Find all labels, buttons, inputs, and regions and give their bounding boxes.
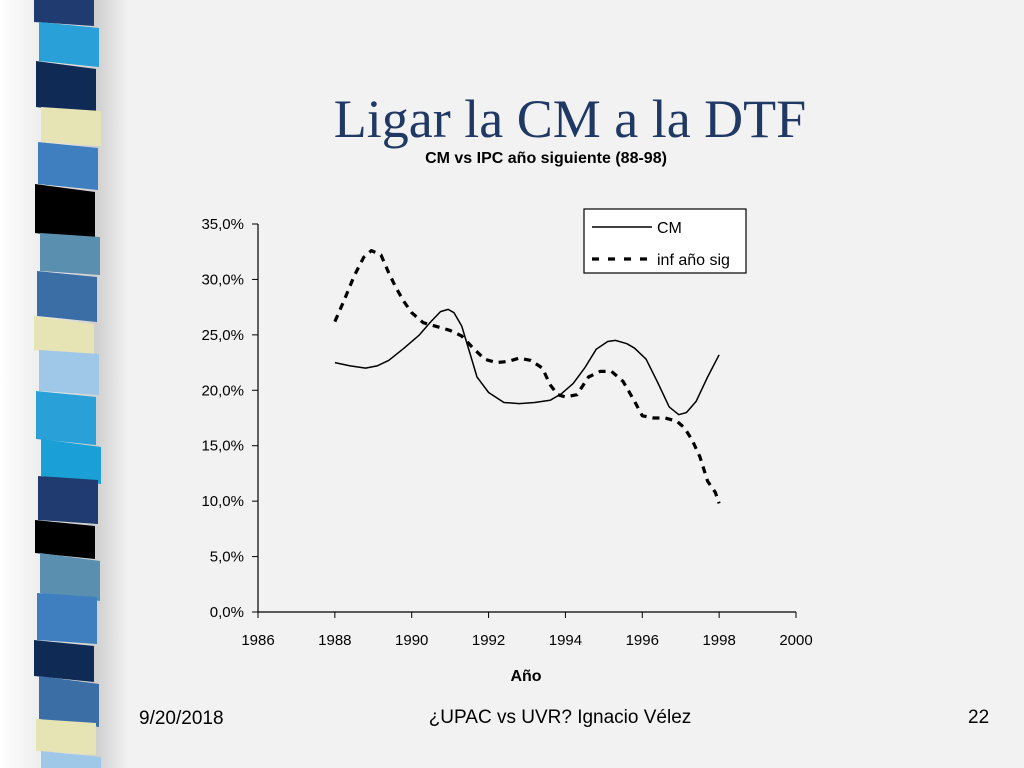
banner-block [41,751,101,768]
x-axis-label: Año [510,668,541,685]
footer-text: ¿UPAC vs UVR? Ignacio Vélez [428,707,692,728]
y-tick-label: 10,0% [201,493,244,510]
banner-block [41,107,101,146]
banner-block [34,316,94,358]
y-tick-label: 30,0% [201,271,244,288]
chart-axes: 0,0% 5,0% 10,0% 15,0% 20,0% 25,0% 30,0% 35,0% 19… [201,216,812,649]
series-line-cm [334,308,720,416]
chart-title: CM vs IPC año siguiente (88-98) [425,150,667,167]
banner-block [39,350,99,395]
banner-block [37,593,97,644]
banner-block [35,184,95,241]
chart-series [333,249,721,504]
banner-block [40,233,100,275]
banner-block [41,439,101,484]
series-line-inf-año-sig [333,249,721,504]
banner-block [37,271,97,322]
chart-legend: CM inf año sig [583,208,747,274]
y-tick-label: 35,0% [201,216,244,233]
y-tick-label: 20,0% [201,382,244,399]
x-tick-label: 1996 [626,632,659,649]
legend-box [583,208,747,274]
legend-label: inf año sig [657,252,730,269]
banner-block [38,142,98,190]
y-tick-label: 0,0% [210,604,244,621]
banner-block [39,676,99,727]
banner-block [34,0,94,26]
x-tick-label: 1988 [318,632,351,649]
y-tick-label: 5,0% [210,549,244,566]
x-tick-label: 1992 [472,632,505,649]
banner-block [39,22,99,67]
banner-block [36,61,96,115]
banner-block [36,391,96,445]
y-tick-label: 25,0% [201,327,244,344]
y-tick-label: 15,0% [201,438,244,455]
banner-block [40,553,100,601]
page-number: 22 [968,707,990,728]
x-tick-label: 1986 [241,632,274,649]
x-tick-label: 1994 [549,632,582,649]
banner-block [34,640,94,682]
x-tick-label: 2000 [779,632,812,649]
banner-block [38,476,98,524]
x-tick-label: 1990 [395,632,428,649]
x-tick-label: 1998 [702,632,735,649]
legend-label: CM [657,220,682,237]
slide-title: Ligar la CM a la DTF [333,89,807,149]
banner-block [36,719,96,755]
decorative-banner [34,0,101,768]
banner-block [35,520,95,559]
footer-date: 9/20/2018 [139,708,224,729]
